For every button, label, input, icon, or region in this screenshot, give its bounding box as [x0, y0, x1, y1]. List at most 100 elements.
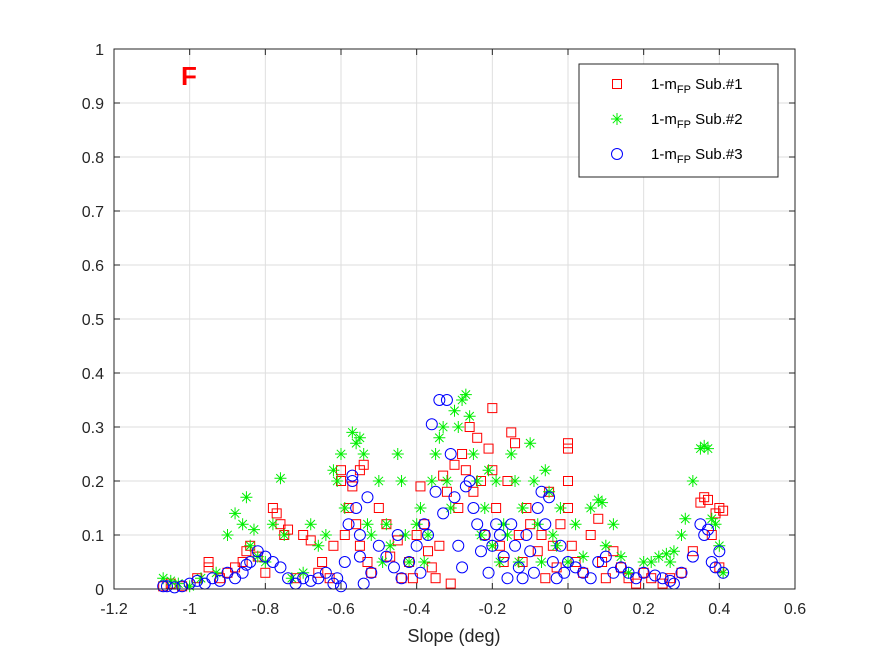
data-point [614, 561, 627, 574]
data-point [638, 567, 649, 578]
data-point [391, 529, 404, 541]
data-point [563, 438, 573, 449]
data-point [445, 578, 456, 589]
data-point [687, 546, 698, 557]
data-point [615, 562, 626, 573]
data-point [274, 472, 287, 485]
x-tick-label: 0 [564, 601, 573, 618]
data-point [328, 540, 339, 551]
data-point [456, 394, 469, 406]
data-points [157, 388, 730, 594]
data-point [569, 518, 582, 531]
data-point [418, 518, 431, 531]
data-point [607, 518, 620, 531]
series-3-points [157, 394, 730, 594]
data-point [423, 546, 434, 557]
data-point [482, 464, 495, 477]
data-point [524, 437, 537, 450]
data-point [448, 491, 461, 504]
data-point [717, 566, 730, 579]
data-point [577, 566, 590, 579]
data-point [342, 518, 355, 531]
data-point [230, 562, 241, 573]
data-point [490, 475, 503, 487]
data-point [709, 518, 722, 531]
y-tick-label: 0.5 [82, 312, 104, 329]
data-point [686, 475, 699, 487]
data-point [338, 502, 351, 514]
data-point [493, 529, 506, 541]
data-point [558, 566, 571, 579]
data-point [713, 545, 726, 558]
x-tick-labels: -1.2 -1 -0.8 -0.6 -0.4 -0.2 0 0.2 0.4 0.6 [100, 601, 806, 618]
data-point [422, 529, 435, 541]
data-point [527, 566, 540, 579]
data-point [350, 502, 363, 514]
data-point [444, 502, 457, 514]
data-point [241, 546, 252, 557]
data-point [376, 556, 389, 568]
data-point [667, 577, 680, 590]
data-point [448, 404, 461, 417]
data-point [319, 529, 332, 541]
legend-label-main: 1-m [651, 111, 677, 128]
data-point [229, 572, 242, 585]
legend-entry-label: 1-mFP Sub.#3 [651, 146, 743, 166]
data-point [195, 572, 208, 585]
data-point [512, 561, 525, 574]
data-point [236, 566, 249, 579]
data-point [487, 403, 498, 414]
data-point [221, 529, 234, 541]
data-point [354, 465, 365, 476]
data-point [357, 577, 370, 590]
data-point [335, 448, 347, 460]
data-point [327, 464, 340, 477]
data-point [418, 556, 431, 568]
data-point [699, 492, 710, 503]
data-point [679, 512, 692, 525]
data-point [584, 572, 597, 585]
y-tick-label: 0.6 [82, 258, 104, 275]
panel-label: F [181, 61, 197, 91]
data-point [486, 539, 499, 552]
data-point [260, 567, 271, 578]
data-point [608, 546, 619, 557]
data-point [614, 550, 627, 563]
data-point [396, 573, 407, 584]
data-point [686, 550, 699, 563]
data-point [471, 518, 484, 531]
data-point [399, 529, 412, 541]
data-point [660, 547, 673, 560]
data-point [353, 431, 366, 444]
data-point [675, 529, 688, 541]
data-point [331, 572, 344, 585]
legend-label-subscript: FP [677, 154, 691, 166]
data-point [550, 539, 563, 552]
data-point [312, 539, 325, 552]
data-point [391, 448, 404, 460]
data-point [430, 573, 441, 584]
y-tick-label: 0 [95, 582, 104, 599]
data-point [236, 518, 249, 531]
data-point [365, 566, 378, 579]
data-point [555, 519, 566, 530]
x-tick-label: -0.4 [403, 601, 431, 618]
data-point [164, 574, 177, 587]
data-point [695, 497, 706, 508]
data-point [240, 491, 253, 504]
data-point [467, 502, 480, 514]
legend-entry-label: 1-mFP Sub.#1 [651, 76, 743, 96]
data-point [664, 556, 677, 568]
data-point [297, 572, 310, 585]
data-point [229, 507, 242, 520]
data-point [637, 566, 650, 579]
data-point [438, 470, 449, 481]
data-point [698, 439, 711, 452]
legend-label-main: 1-m [651, 76, 677, 93]
data-point [694, 442, 707, 455]
data-point [373, 503, 384, 513]
data-point [510, 438, 521, 449]
legend-label-rest: Sub.#1 [691, 76, 743, 93]
data-point [516, 502, 529, 514]
data-point [599, 550, 612, 563]
